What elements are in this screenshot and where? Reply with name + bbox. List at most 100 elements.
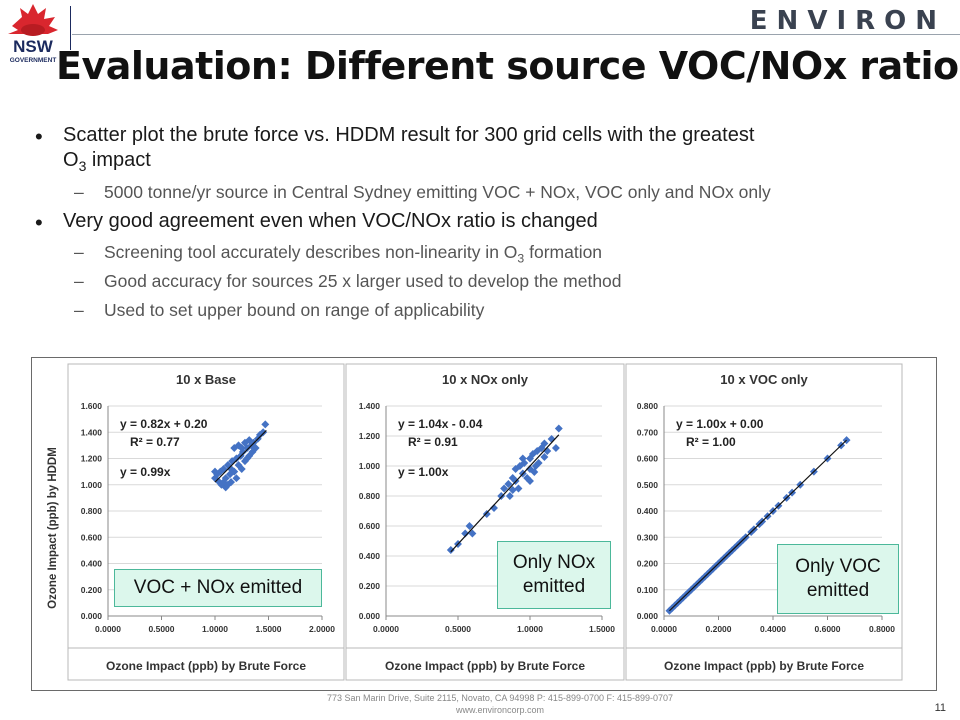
footer-address: 773 San Marin Drive, Suite 2115, Novato,… <box>326 693 674 703</box>
sub-bullet-text: 5000 tonne/yr source in Central Sydney e… <box>104 182 771 202</box>
logo-divider <box>70 6 71 50</box>
trendline <box>450 434 560 553</box>
x-tick-label: 1.5000 <box>589 624 615 634</box>
bullet-1-line2-pre: O <box>63 149 79 171</box>
data-point <box>508 486 517 494</box>
nsw-logo-text: NSW <box>13 37 54 56</box>
x-tick-label: 0.8000 <box>869 624 895 634</box>
x-tick-label: 0.4000 <box>760 624 786 634</box>
sub-bullet-text-post: formation <box>524 242 603 262</box>
header-rule <box>72 34 960 35</box>
bullet-dot: • <box>35 124 43 149</box>
y-tick-label: 0.400 <box>637 506 659 516</box>
x-tick-label: 0.0000 <box>95 624 121 634</box>
y-tick-label: 1.200 <box>81 454 103 464</box>
chart-title: 10 x VOC only <box>720 372 808 387</box>
x-tick-label: 0.5000 <box>149 624 175 634</box>
sub-bullet-text: Used to set upper bound on range of appl… <box>104 300 485 320</box>
chart-annotation: y = 0.99x <box>120 465 171 479</box>
trendline <box>669 439 847 612</box>
sub-bullet-text: Good accuracy for sources 25 x larger us… <box>104 271 622 291</box>
data-point <box>505 492 514 500</box>
chart-title: 10 x NOx only <box>442 372 529 387</box>
x-axis-label: Ozone Impact (ppb) by Brute Force <box>385 659 585 673</box>
sub-bullet-2-3: – Used to set upper bound on range of app… <box>74 300 485 320</box>
bullet-1-line1: Scatter plot the brute force vs. HDDM re… <box>63 124 755 146</box>
page-number: 11 <box>934 702 946 714</box>
y-tick-label: 1.400 <box>359 401 381 411</box>
callout-voc-only: Only VOC emitted <box>777 544 899 614</box>
callout-line: emitted <box>522 576 586 597</box>
y-tick-label: 1.400 <box>81 427 103 437</box>
bullet-1-line2-post: impact <box>86 149 151 171</box>
callout-line: Only NOx <box>512 552 596 574</box>
y-tick-label: 0.400 <box>81 559 103 569</box>
data-point <box>245 436 254 445</box>
x-tick-label: 2.0000 <box>309 624 335 634</box>
x-tick-label: 1.5000 <box>256 624 282 634</box>
data-point <box>237 465 246 473</box>
y-tick-label: 0.600 <box>359 521 381 531</box>
bullet-1-cont: O3 impact <box>63 149 151 174</box>
sub-bullet-subscript: 3 <box>517 251 525 266</box>
nsw-government-logo: NSW GOVERNMENT <box>8 4 58 64</box>
sub-bullet-1-1: –5000 tonne/yr source in Central Sydney … <box>74 182 771 202</box>
chart-annotation: R² = 0.77 <box>130 435 180 449</box>
footer-url[interactable]: www.environcorp.com <box>455 705 545 715</box>
y-tick-label: 0.000 <box>81 611 103 621</box>
bullet-2-line1: Very good agreement even when VOC/NOx ra… <box>63 210 598 232</box>
data-point <box>211 467 219 476</box>
y-tick-label: 0.200 <box>637 559 659 569</box>
y-tick-label: 0.700 <box>637 427 659 437</box>
sub-bullet-2-2: – Good accuracy for sources 25 x larger u… <box>74 271 622 291</box>
data-point <box>237 444 246 452</box>
chart-annotation: R² = 1.00 <box>686 435 736 449</box>
y-tick-label: 0.800 <box>359 491 381 501</box>
bullet-2: • Very good agreement even when VOC/NOx … <box>35 210 598 235</box>
sub-bullet-2-1: – Screening tool accurately describes non… <box>74 242 603 266</box>
nsw-logo-subtext: GOVERNMENT <box>10 57 57 64</box>
y-tick-label: 0.800 <box>637 401 659 411</box>
x-tick-label: 0.5000 <box>445 624 471 634</box>
chart-title: 10 x Base <box>176 372 236 387</box>
y-tick-label: 0.600 <box>637 454 659 464</box>
x-tick-label: 0.6000 <box>815 624 841 634</box>
x-axis-label: Ozone Impact (ppb) by Brute Force <box>106 659 306 673</box>
x-tick-label: 0.2000 <box>706 624 732 634</box>
y-tick-label: 1.000 <box>359 461 381 471</box>
x-tick-label: 1.0000 <box>202 624 228 634</box>
x-tick-label: 0.0000 <box>651 624 677 634</box>
scatter-charts: Ozone Impact (ppb) by HDDM 10 x Base 0.000… <box>47 363 903 681</box>
data-point <box>482 510 491 518</box>
chart-panel-border <box>67 363 345 681</box>
data-point <box>461 529 470 538</box>
chart-annotation: y = 0.82x + 0.20 <box>120 417 208 431</box>
y-tick-label: 0.200 <box>359 581 381 591</box>
callout-nox-only: Only NOx emitted <box>497 541 611 609</box>
y-tick-label: 1.200 <box>359 431 381 441</box>
chart-panel-border <box>625 363 903 681</box>
chart-annotation: y = 1.04x - 0.04 <box>398 417 483 431</box>
callout-voc-nox: VOC + NOx emitted <box>114 569 322 607</box>
x-tick-label: 1.0000 <box>517 624 543 634</box>
slide-title: Evaluation: Different source VOC/NOx rat… <box>56 44 960 88</box>
y-tick-label: 1.000 <box>81 480 103 490</box>
trendline <box>214 430 267 483</box>
chart-annotation: y = 1.00x + 0.00 <box>676 417 764 431</box>
x-tick-label: 0.0000 <box>373 624 399 634</box>
data-point <box>514 484 523 493</box>
data-point <box>554 424 563 433</box>
chart-panel-border <box>345 363 625 681</box>
data-point <box>446 546 455 554</box>
callout-line: Only VOC <box>795 556 881 578</box>
charts-panel: Ozone Impact (ppb) by HDDM 10 x Base 0.000… <box>31 357 937 691</box>
data-point <box>551 444 560 452</box>
y-tick-label: 0.100 <box>637 585 659 595</box>
callout-line: emitted <box>806 580 870 601</box>
y-tick-label: 0.200 <box>81 585 103 595</box>
data-point <box>251 444 260 452</box>
bullet-1: • Scatter plot the brute force vs. HDDM … <box>35 124 755 149</box>
y-axis-label: Ozone Impact (ppb) by HDDM <box>47 447 59 609</box>
y-tick-label: 0.600 <box>81 532 103 542</box>
y-tick-label: 0.800 <box>81 506 103 516</box>
